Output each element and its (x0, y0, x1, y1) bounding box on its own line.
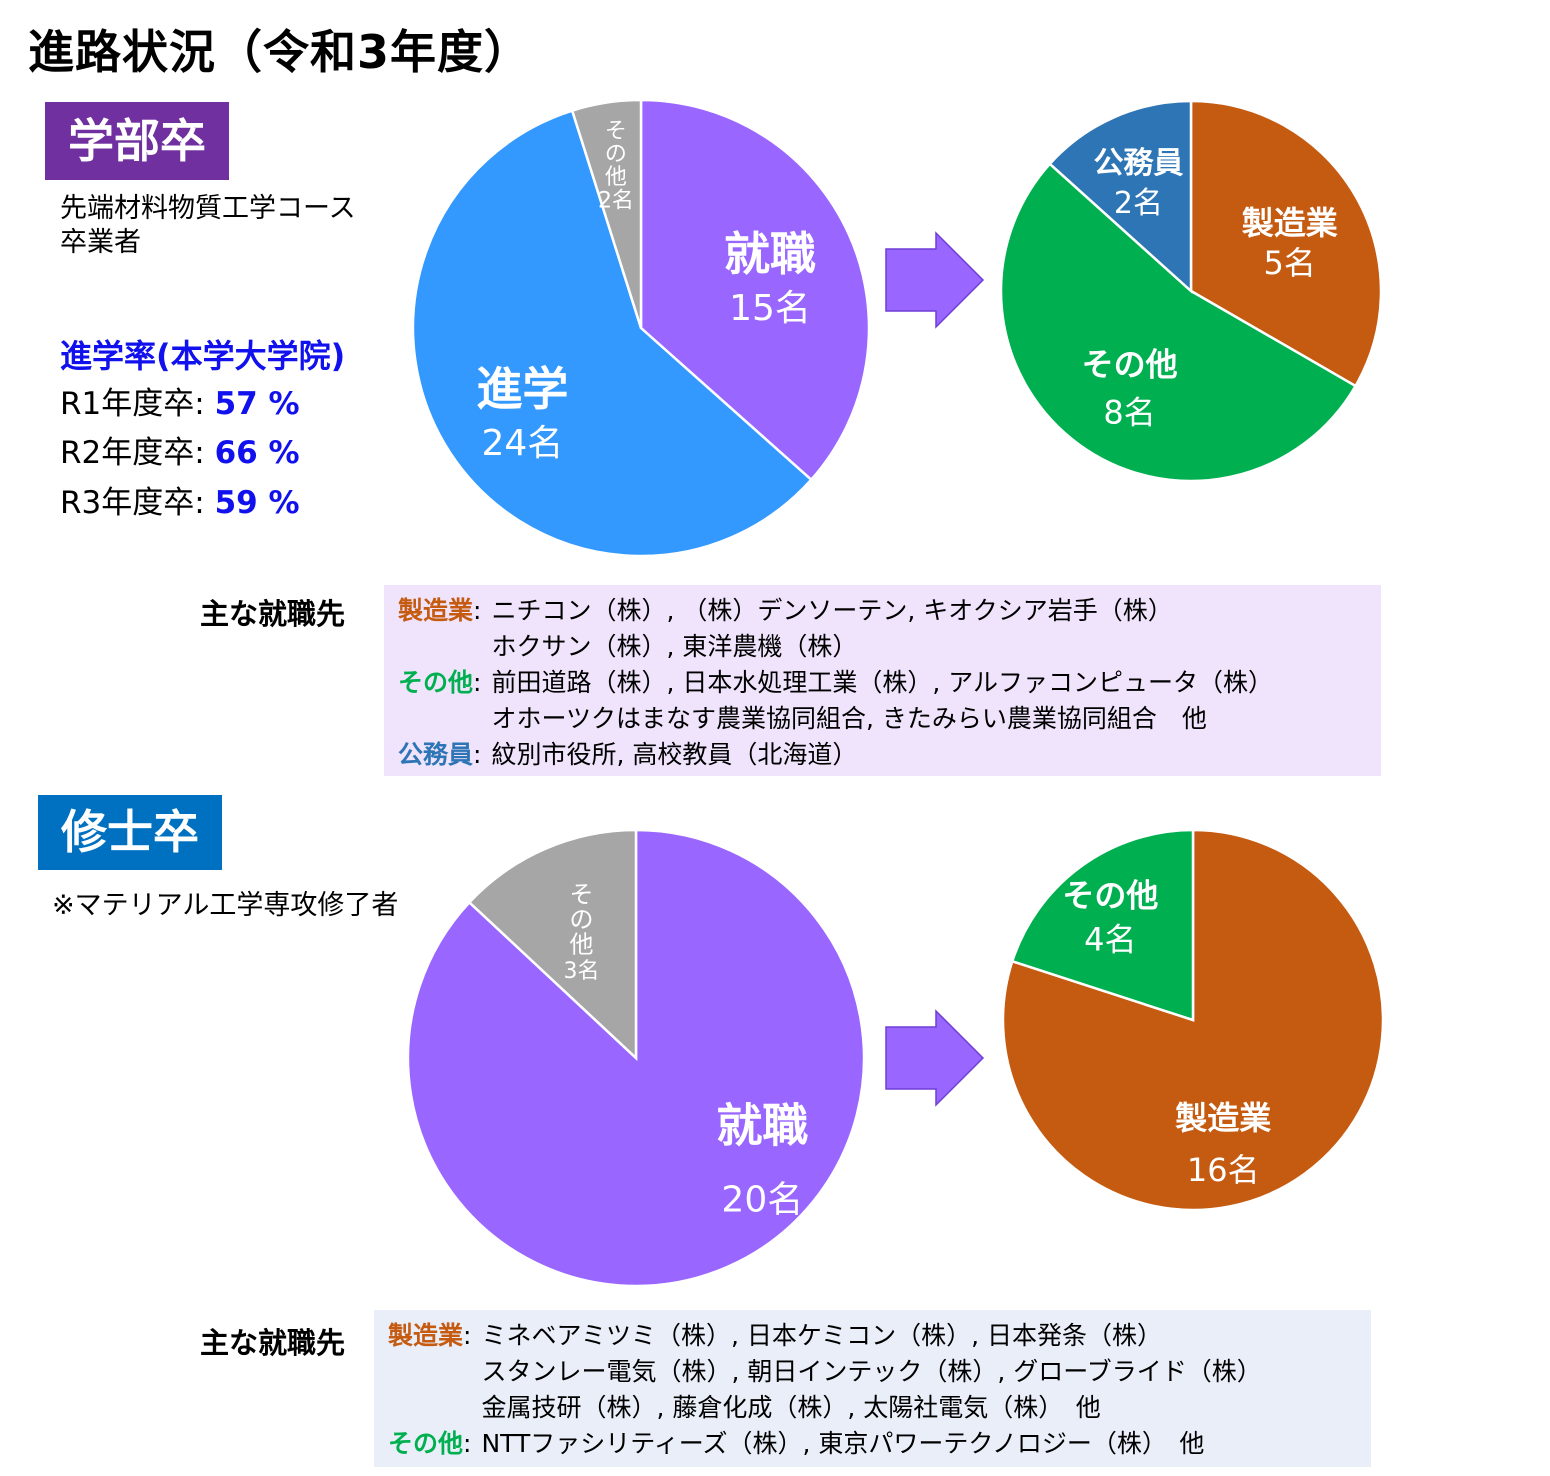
employment-category: その他 (398, 668, 474, 697)
employment-companies: 紋別市役所, 高校教員（北海道） (491, 737, 857, 773)
slice-label: 製造業 (1242, 204, 1338, 242)
employment-line: ホクサン（株）, 東洋農機（株） (491, 632, 858, 661)
pie-slice (1010, 828, 1195, 1022)
employment-line: オホーツクはまなす農業協同組合, きたみらい農業協同組合 他 (491, 704, 1207, 733)
rate-value: 57 % (214, 386, 300, 422)
rate-label: R3年度卒: (60, 485, 215, 521)
masters-employment-label: 主な就職先 (200, 1326, 346, 1360)
employment-colon: : (463, 1321, 472, 1350)
slice-label: 製造業 (1175, 1099, 1271, 1137)
rate-row-r2: R2年度卒: 66 % (60, 427, 300, 472)
employment-line: NTTファシリティーズ（株）, 東京パワーテクノロジー（株） 他 (481, 1429, 1205, 1458)
slice-value-label: 24名 (481, 423, 563, 464)
right-arrow-icon (885, 1009, 985, 1107)
slice-label-char: そ (605, 119, 627, 144)
advancement-rate-title: 進学率(本学大学院) (60, 337, 346, 375)
slice-value-label: 15名 (729, 288, 811, 329)
slice-value-label: 4名 (1084, 920, 1136, 958)
employment-line: ニチコン（株）, （株）デンソーテン, キオクシア岩手（株） (491, 596, 1173, 625)
course-line: ※マテリアル工学専攻修了者 (52, 890, 399, 921)
employment-category: 公務員 (398, 740, 474, 769)
slice-label-char: の (569, 905, 593, 933)
slice-value-label: 5名 (1264, 244, 1316, 282)
rate-label: R1年度卒: (60, 386, 215, 422)
employment-line: 前田道路（株）, 日本水処理工業（株）, アルファコンピュータ（株） (491, 668, 1273, 697)
rate-value: 66 % (214, 435, 300, 471)
employment-companies: ニチコン（株）, （株）デンソーテン, キオクシア岩手（株） ホクサン（株）, 東… (491, 593, 1172, 665)
employment-colon: : (473, 596, 482, 625)
masters-course-note: ※マテリアル工学専攻修了者 (52, 889, 398, 923)
employment-category: 製造業 (398, 596, 474, 625)
employment-line: スタンレー電気（株）, 朝日インテック（株）, グローブライド（株） (481, 1357, 1262, 1386)
employment-colon: : (473, 740, 482, 769)
slice-label: 就職 (716, 1099, 808, 1153)
slice-label-char: の (605, 142, 627, 167)
slice-value-label: 16名 (1187, 1151, 1260, 1189)
pie-slice (639, 98, 871, 482)
employment-companies: NTTファシリティーズ（株）, 東京パワーテクノロジー（株） 他 (481, 1426, 1204, 1462)
course-line: 卒業者 (60, 227, 141, 258)
slice-label: その他 (1082, 346, 1178, 384)
undergrad-employment-label: 主な就職先 (200, 597, 346, 631)
slice-value-label: 3名 (563, 959, 599, 984)
rate-row-r1: R1年度卒: 57 % (60, 378, 300, 423)
employment-category: 製造業 (388, 1321, 464, 1350)
slice-value-label: 2名 (1114, 186, 1163, 221)
employment-category: その他 (388, 1429, 464, 1458)
employment-line: 金属技研（株）, 藤倉化成（株）, 太陽社電気（株） 他 (481, 1393, 1101, 1422)
employment-row: 公務員: 紋別市役所, 高校教員（北海道） (398, 737, 1367, 773)
pie-slice (411, 109, 813, 558)
slice-label: 進学 (476, 362, 568, 416)
rate-label: R2年度卒: (60, 435, 215, 471)
employment-row: 製造業: ニチコン（株）, （株）デンソーテン, キオクシア岩手（株） ホクサン（株… (398, 593, 1367, 665)
slice-label: その他 (1062, 876, 1158, 914)
right-arrow-icon (885, 231, 985, 329)
slice-label-char: 他 (569, 931, 593, 959)
rate-row-r3: R3年度卒: 59 % (60, 477, 300, 522)
slice-value-label: 8名 (1103, 394, 1155, 432)
pie-slice (570, 98, 643, 329)
pie-slice (1189, 99, 1383, 388)
slice-label-char: そ (569, 880, 593, 908)
undergrad-badge: 学部卒 (45, 102, 229, 180)
slice-value-label: 20名 (721, 1180, 803, 1221)
rate-value: 59 % (214, 485, 300, 521)
page-title: 進路状況（令和3年度） (28, 25, 532, 79)
slice-label: 公務員 (1093, 146, 1183, 181)
employment-colon: : (473, 668, 482, 697)
pie-slice (1048, 99, 1193, 294)
pie-slice (999, 162, 1358, 483)
slice-value-label: 2名 (598, 188, 634, 213)
slice-label: 就職 (724, 227, 816, 281)
course-line: 先端材料物質工学コース (60, 193, 356, 224)
undergrad-course-note: 先端材料物質工学コース 卒業者 (60, 192, 356, 260)
employment-row: その他: 前田道路（株）, 日本水処理工業（株）, アルファコンピュータ（株） オホ… (398, 665, 1367, 737)
slice-label-char: 他 (605, 165, 627, 190)
employment-companies: 前田道路（株）, 日本水処理工業（株）, アルファコンピュータ（株） オホーツクは… (491, 665, 1273, 737)
employment-line: 紋別市役所, 高校教員（北海道） (491, 740, 858, 769)
undergrad-employment-box: 製造業: ニチコン（株）, （株）デンソーテン, キオクシア岩手（株） ホクサン（株… (384, 585, 1381, 776)
masters-employment-box: 製造業: ミネベアミツミ（株）, 日本ケミコン（株）, 日本発条（株） スタンレー電… (374, 1310, 1371, 1467)
masters-badge: 修士卒 (38, 795, 222, 870)
pie-slice (467, 828, 638, 1061)
pie-chart-4: 製造業 16名 その他 4名 (1001, 828, 1385, 1212)
employment-colon: : (463, 1429, 472, 1458)
employment-row: 製造業: ミネベアミツミ（株）, 日本ケミコン（株）, 日本発条（株） スタンレー電… (388, 1318, 1357, 1426)
employment-companies: ミネベアミツミ（株）, 日本ケミコン（株）, 日本発条（株） スタンレー電気（株）… (481, 1318, 1261, 1426)
employment-row: その他: NTTファシリティーズ（株）, 東京パワーテクノロジー（株） 他 (388, 1426, 1357, 1462)
employment-line: ミネベアミツミ（株）, 日本ケミコン（株）, 日本発条（株） (481, 1321, 1162, 1350)
